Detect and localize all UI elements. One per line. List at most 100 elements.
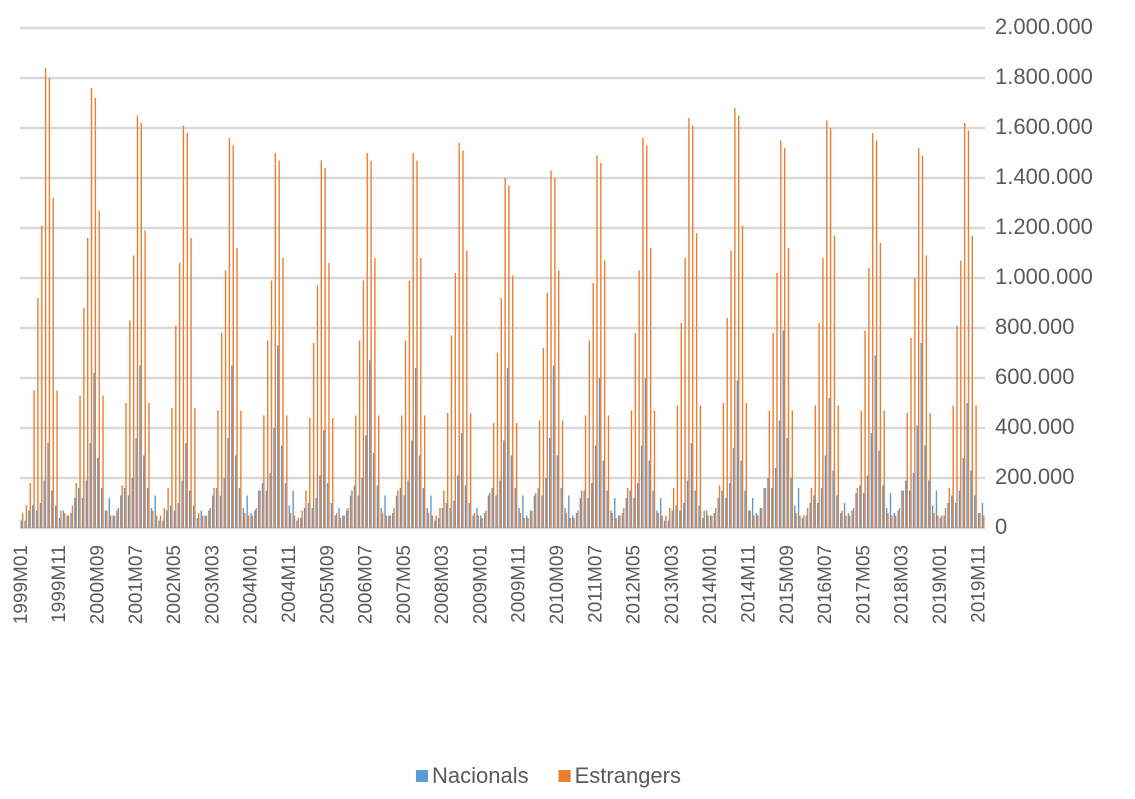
x-tick-label: 2002M05 [164, 545, 185, 624]
bar [143, 455, 145, 528]
x-tick-label: 2003M03 [202, 545, 223, 624]
bar [868, 268, 870, 528]
bar [221, 333, 223, 528]
bar [564, 508, 566, 528]
bar [970, 470, 972, 528]
bar [64, 513, 66, 528]
bar [228, 138, 231, 528]
bar [215, 488, 218, 528]
bar [389, 515, 391, 528]
bar [584, 415, 587, 528]
bar [546, 293, 548, 528]
bar [837, 405, 839, 528]
bar [515, 423, 518, 528]
bar [836, 495, 838, 528]
bar [615, 518, 617, 528]
bar [939, 518, 941, 528]
bar [473, 513, 476, 528]
bar [485, 510, 487, 528]
bar [675, 505, 677, 528]
legend-swatch [416, 770, 428, 782]
y-tick-label: 1.000.000 [995, 264, 1093, 289]
bar [734, 108, 736, 528]
bar [85, 480, 88, 528]
bar [866, 475, 869, 528]
bar [175, 325, 177, 528]
bar [940, 515, 943, 528]
bar [365, 435, 367, 528]
bar [614, 498, 616, 528]
bar [270, 280, 273, 528]
bar [167, 488, 169, 528]
bar [767, 478, 769, 528]
bar [499, 480, 501, 528]
bar [181, 480, 183, 528]
bar [596, 155, 598, 528]
bar [653, 410, 656, 528]
bar [956, 325, 958, 528]
bar [132, 255, 135, 528]
bar [257, 490, 260, 528]
bar [102, 395, 104, 528]
bar [722, 403, 725, 528]
bar [357, 495, 359, 528]
bar [711, 515, 713, 528]
bar [826, 120, 828, 528]
bar [469, 413, 472, 528]
y-tick-label: 800.000 [995, 314, 1075, 339]
bar [730, 250, 732, 528]
bar [434, 520, 436, 528]
bar [813, 495, 815, 528]
bar [707, 515, 709, 528]
bar [849, 515, 851, 528]
bar [288, 505, 290, 528]
bar [617, 515, 620, 528]
x-tick-label: 2009M01 [470, 545, 491, 624]
bar [649, 248, 652, 528]
bar [201, 515, 204, 528]
bar [39, 503, 42, 528]
bar [786, 438, 788, 528]
bar [431, 515, 434, 528]
bar [166, 510, 168, 528]
bar [52, 198, 54, 528]
bar [71, 505, 74, 528]
bar [594, 445, 597, 528]
bar [933, 513, 935, 528]
bar [954, 503, 957, 528]
bar [787, 248, 790, 528]
bar [583, 490, 585, 528]
bar [859, 485, 861, 528]
bar [454, 273, 457, 528]
bar [794, 505, 796, 528]
bar [901, 490, 903, 528]
bar [749, 510, 751, 528]
bar [212, 495, 214, 528]
bar [851, 510, 853, 528]
bar [694, 490, 696, 528]
bar [362, 280, 365, 528]
bar [152, 510, 154, 528]
bar [21, 513, 24, 528]
bar [418, 455, 421, 528]
bar [408, 280, 411, 528]
x-tick-label: 2016M07 [815, 545, 836, 624]
bar [745, 403, 748, 528]
bar [977, 513, 980, 528]
bar [690, 443, 693, 528]
y-tick-label: 2.000.000 [995, 14, 1093, 39]
bar [349, 495, 352, 528]
bar [94, 98, 97, 528]
bar [897, 510, 899, 528]
bar [679, 510, 681, 528]
bar [698, 505, 700, 528]
bar [200, 510, 202, 528]
bar [487, 495, 490, 528]
x-tick-label: 2011M07 [585, 545, 606, 623]
bar [358, 340, 361, 528]
bar [983, 515, 985, 528]
bar [522, 495, 524, 528]
bar [552, 365, 555, 528]
bar [598, 378, 601, 528]
y-tick-label: 1.600.000 [995, 114, 1093, 139]
